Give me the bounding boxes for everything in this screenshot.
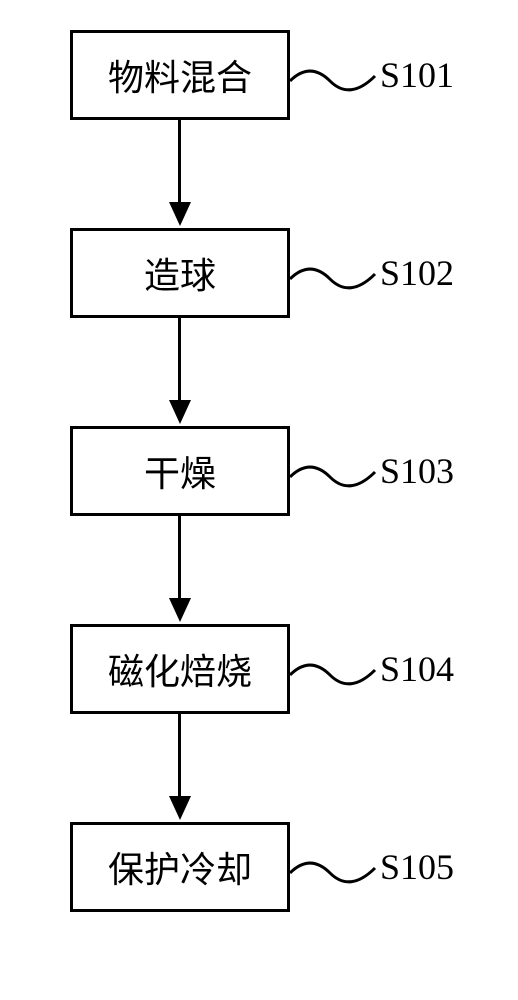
step-box-3: 干燥 (70, 426, 290, 516)
arrowhead-3 (169, 598, 191, 622)
step-3: 干燥 S103 (50, 426, 450, 624)
step-label-5: S105 (380, 846, 454, 888)
step-box-4: 磁化焙烧 (70, 624, 290, 714)
step-text-3: 干燥 (144, 445, 216, 497)
step-text-4: 磁化焙烧 (108, 643, 252, 695)
step-4: 磁化焙烧 S104 (50, 624, 450, 822)
step-text-2: 造球 (144, 247, 216, 299)
step-label-4: S104 (380, 648, 454, 690)
step-box-1: 物料混合 (70, 30, 290, 120)
step-text-1: 物料混合 (108, 49, 252, 101)
step-label-1: S101 (380, 54, 454, 96)
arrow-4 (178, 714, 181, 806)
step-1: 物料混合 S101 (50, 30, 450, 228)
step-2: 造球 S102 (50, 228, 450, 426)
step-label-2: S102 (380, 252, 454, 294)
arrowhead-2 (169, 400, 191, 424)
arrowhead-4 (169, 796, 191, 820)
arrow-2 (178, 318, 181, 410)
step-box-5: 保护冷却 (70, 822, 290, 912)
connector-3 (290, 462, 380, 492)
connector-5 (290, 858, 380, 888)
arrow-3 (178, 516, 181, 608)
connector-4 (290, 660, 380, 690)
step-text-5: 保护冷却 (108, 841, 252, 893)
arrow-1 (178, 120, 181, 212)
step-label-3: S103 (380, 450, 454, 492)
step-5: 保护冷却 S105 (50, 822, 450, 932)
connector-2 (290, 264, 380, 294)
arrowhead-1 (169, 202, 191, 226)
flowchart-container: 物料混合 S101 造球 S102 干燥 (50, 30, 450, 932)
connector-1 (290, 66, 380, 96)
step-box-2: 造球 (70, 228, 290, 318)
